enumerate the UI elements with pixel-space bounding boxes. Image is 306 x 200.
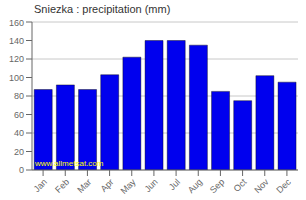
svg-text:40: 40 — [14, 128, 24, 138]
svg-text:120: 120 — [9, 54, 24, 64]
svg-text:Mar: Mar — [75, 177, 93, 195]
svg-text:60: 60 — [14, 110, 24, 120]
svg-text:Nov: Nov — [252, 177, 271, 196]
svg-text:160: 160 — [9, 18, 24, 28]
svg-text:Feb: Feb — [53, 177, 71, 195]
svg-text:May: May — [119, 177, 138, 196]
svg-text:Apr: Apr — [99, 177, 116, 194]
svg-text:Jan: Jan — [32, 177, 49, 194]
svg-text:Oct: Oct — [232, 177, 249, 194]
html-text:www.allmetsat.com: www.allmetsat.com — [35, 159, 104, 168]
html-text:Sniezka : precipitation (mm): Sniezka : precipitation (mm) — [34, 3, 171, 15]
svg-text:140: 140 — [9, 36, 24, 46]
svg-text:80: 80 — [14, 91, 24, 101]
svg-text:20: 20 — [14, 147, 24, 157]
svg-text:0: 0 — [19, 165, 24, 175]
svg-text:Jun: Jun — [143, 177, 160, 194]
svg-text:Jul: Jul — [167, 177, 182, 192]
svg-text:100: 100 — [9, 73, 24, 83]
svg-text:Dec: Dec — [274, 177, 293, 196]
svg-text:Aug: Aug — [186, 177, 204, 195]
svg-text:Sep: Sep — [208, 177, 226, 195]
